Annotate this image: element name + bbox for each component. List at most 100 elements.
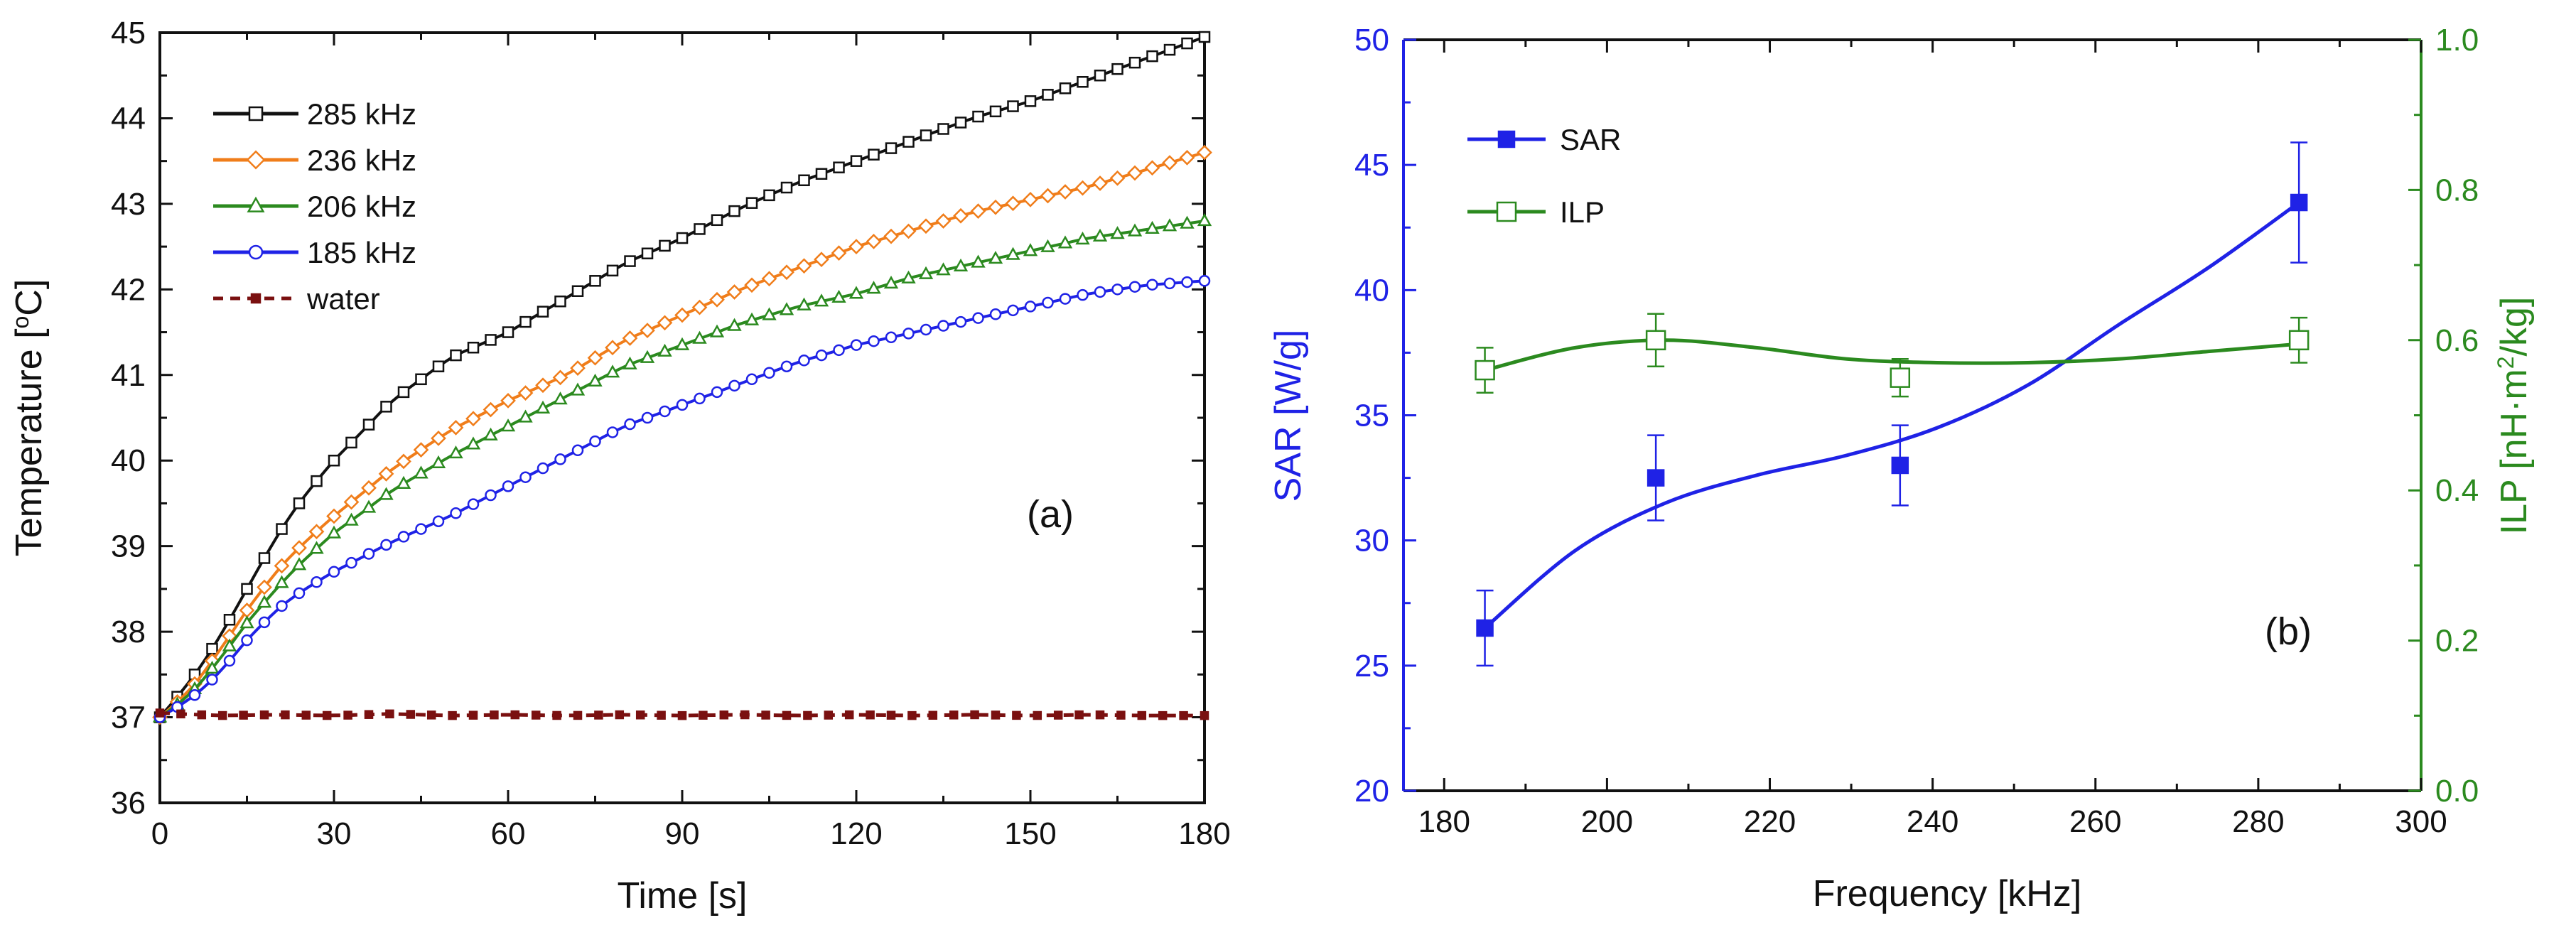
panel-a-y-tick-label: 38 [111,615,146,649]
panel-a-data-point [1059,293,1072,305]
panel-a-data-point [467,341,480,354]
panel-a-data-point [396,475,411,489]
panel-a-data-point [779,264,794,281]
panel-a-label: (a) [1027,493,1074,536]
panel-a-data-point [326,525,342,539]
panel-a-data-point [740,710,750,720]
panel-a-data-point [970,203,986,219]
panel-a-data-point [844,710,854,720]
panel-a-series-3 [153,275,1211,723]
panel-a-data-point [293,587,306,600]
panel-a-data-point [176,709,185,719]
panel-a-data-point [797,297,812,310]
panel-a-data-point [450,349,462,362]
panel-a-data-point [674,307,690,323]
panel-a-data-point [815,349,828,362]
panel-a-data-point [640,350,655,363]
panel-b-y2-axis-title-sup: 2 [2493,356,2518,369]
panel-b-y-tick-label: 30 [1354,524,1389,558]
panel-a-data-point [1033,710,1042,720]
panel-a-legend-marker [248,106,264,121]
panel-a-data-point [1111,283,1123,296]
panel-a-data-point [519,315,532,328]
panel-a-data-point [258,616,271,629]
panel-b-data-point [1645,330,1666,351]
panel-a-legend-marker [246,150,266,170]
panel-b-legend-label: SAR [1560,123,1621,156]
panel-b-y-tick-label: 40 [1354,273,1389,308]
panel-a-data-point [991,710,1001,720]
panel-a-data-point [276,600,288,612]
panel-a-data-point [988,251,1003,264]
panel-a-data-point [901,270,916,283]
panel-a-y-tick-label: 44 [111,101,146,136]
panel-a-data-point [936,262,951,276]
panel-a-data-point [554,453,566,465]
panel-a-data-point [571,285,584,297]
panel-a-data-point [571,444,584,457]
panel-b-data-point [1647,469,1665,487]
panel-a-data-point [483,401,499,418]
panel-b-y-tick-label: 50 [1354,23,1389,58]
panel-a-data-point [709,291,725,308]
panel-a-data-point [587,350,603,366]
panel-b-x-axis-title: Frequency [kHz] [1813,873,2082,914]
panel-a-data-point [450,507,462,519]
panel-a-data-point [535,377,551,394]
panel-a-data-point [761,271,777,287]
panel-b-x-tick-label: 180 [1418,804,1470,839]
panel-a-data-point [885,142,898,154]
panel-a-data-point [850,339,863,351]
panel-a-data-point [866,281,881,294]
panel-a-data-point [1179,710,1188,720]
panel-a-data-point [1162,155,1177,171]
panel-a-data-point [1197,144,1212,161]
panel-a-data-point [970,710,979,720]
panel-a-data-point [1075,231,1090,245]
panel-b-legend-marker [1496,201,1517,222]
panel-a-data-point [1137,710,1147,720]
panel-b-data-point [1890,367,1911,388]
panel-a-data-point [465,411,481,427]
panel-a-x-tick-label: 60 [491,816,526,851]
panel-a-data-point [635,710,645,720]
panel-a-data-point [676,232,689,244]
panel-a-data-point [1042,296,1054,309]
panel-a-data-point [537,462,549,475]
panel-a-data-point [622,330,638,346]
panel-b-series-ilp [1475,313,2310,398]
panel-a-data-point [605,364,620,378]
panel-a-data-point [308,524,325,540]
panel-a-data-point [380,539,392,551]
panel-a-data-point [589,275,601,287]
panel-a-data-point [972,312,984,324]
panel-a-data-point [641,247,654,259]
panel-b-y2-tick-label: 0.0 [2435,774,2479,809]
panel-a-data-point [1162,218,1177,232]
panel-a-data-point [485,334,497,346]
panel-b-data-point [1476,619,1494,637]
panel-a-data-point [782,710,792,720]
panel-a-data-point [552,710,561,720]
panel-a-y-axis-title-sup: o [8,316,33,329]
panel-a-data-point [518,409,533,423]
panel-a-data-point [281,710,290,720]
panel-a-data-point [763,367,775,379]
panel-b-series-sar [1476,141,2308,667]
panel-a-data-point [954,117,967,129]
panel-a-data-point [502,480,514,492]
panel-b-y-axis-title: SAR [W/g] [1268,330,1309,502]
panel-a-data-point [1094,286,1106,298]
panel-a-series-0 [153,31,1211,723]
panel-a-data-point [1040,188,1056,204]
panel-a-data-point [1077,288,1089,301]
panel-b-y2-axis-title-tail: /kg] [2494,297,2535,357]
panel-a-data-point [552,369,568,386]
panel-a-data-point [833,344,845,357]
panel-a-data-point [415,523,427,535]
panel-a-data-point [291,557,307,571]
panel-a-data-point [1127,165,1143,181]
panel-a-data-point [1023,191,1038,207]
panel-a-y-tick-label: 40 [111,443,146,478]
panel-a-data-point [322,710,332,720]
